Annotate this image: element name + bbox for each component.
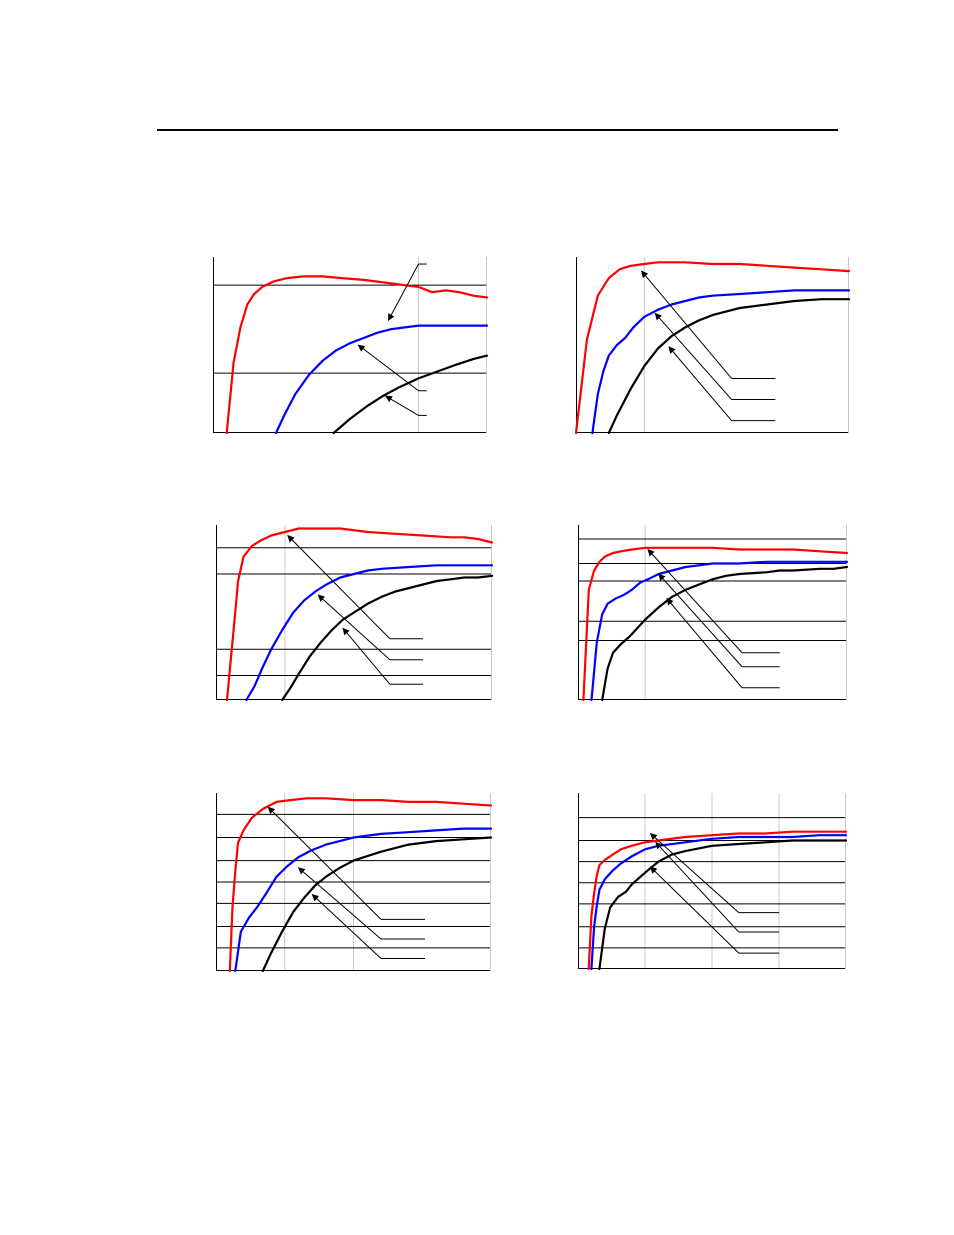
- callout-leader-line: [668, 346, 732, 422]
- callout-1: [387, 263, 427, 321]
- callout-leader-line: [649, 833, 740, 914]
- callout-3: [311, 893, 425, 960]
- callout-leader-line: [311, 893, 382, 959]
- chart-6-svg: [578, 793, 848, 971]
- callout-1: [647, 548, 780, 654]
- callout-2: [297, 867, 425, 940]
- callout-2: [655, 841, 779, 933]
- series-line-3: [281, 574, 494, 702]
- callout-leader-line: [385, 395, 419, 416]
- callout-leader-line: [647, 548, 743, 654]
- callout-leader-line: [357, 344, 419, 392]
- series-line-1: [225, 527, 494, 702]
- callout-2: [357, 344, 427, 392]
- series-line-1: [225, 275, 489, 435]
- series-line-1: [587, 830, 848, 971]
- callout-2: [654, 312, 776, 401]
- callout-leader-line: [297, 867, 382, 940]
- series-line-2: [245, 564, 494, 702]
- callout-leader-line: [654, 312, 732, 400]
- callout-1: [267, 806, 425, 920]
- chart-panel-1: [213, 257, 489, 435]
- callout-3: [666, 597, 780, 689]
- callout-2: [658, 573, 780, 668]
- chart-5-svg: [216, 793, 493, 973]
- callout-leader-line: [658, 573, 743, 668]
- series-line-3: [261, 836, 493, 973]
- callout-1: [641, 270, 776, 379]
- callout-leader-line: [666, 597, 743, 689]
- callout-2: [317, 594, 423, 661]
- callout-leader-line: [655, 841, 740, 933]
- callout-1: [649, 833, 779, 914]
- callout-3: [385, 395, 427, 416]
- callout-leader-line: [649, 866, 740, 954]
- series-line-3: [607, 298, 851, 435]
- series-line-1: [228, 797, 493, 973]
- chart-panel-2: [574, 257, 851, 435]
- callout-3: [649, 866, 779, 954]
- series-line-2: [590, 834, 848, 971]
- series-line-1: [574, 261, 851, 435]
- callout-leader-line: [287, 535, 391, 640]
- callout-1: [287, 535, 423, 640]
- series-line-1: [582, 546, 849, 702]
- callout-leader-line: [267, 806, 382, 920]
- series-line-2: [590, 560, 849, 702]
- series-line-3: [332, 354, 489, 435]
- series-line-3: [601, 565, 849, 702]
- callout-leader-line: [387, 263, 419, 321]
- callout-leader-line: [641, 270, 732, 379]
- series-line-2: [234, 827, 493, 973]
- chart-2-svg: [574, 257, 851, 435]
- chart-panel-6: [578, 793, 848, 971]
- chart-4-svg: [578, 525, 849, 702]
- series-line-2: [274, 324, 489, 435]
- series-line-2: [591, 289, 851, 435]
- callout-3: [668, 346, 776, 422]
- chart-panel-4: [578, 525, 849, 702]
- chart-1-svg: [213, 257, 489, 435]
- chart-panel-5: [216, 793, 493, 973]
- chart-panel-3: [216, 525, 494, 702]
- callout-3: [342, 627, 423, 685]
- callout-leader-line: [342, 627, 391, 685]
- series-line-3: [598, 839, 848, 971]
- callout-leader-line: [317, 594, 391, 661]
- header-rule: [157, 129, 838, 131]
- chart-3-svg: [216, 525, 494, 702]
